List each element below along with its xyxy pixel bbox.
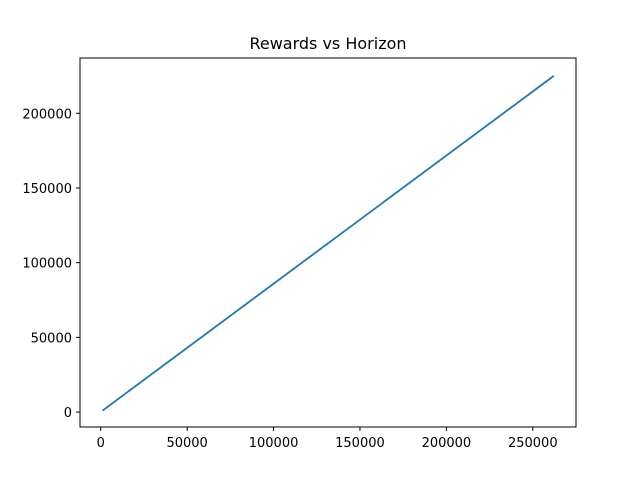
y-tick-label: 50000 <box>31 331 72 346</box>
y-tick-label: 200000 <box>22 107 72 122</box>
x-tick-label: 150000 <box>335 436 385 451</box>
x-tick-label: 100000 <box>249 436 299 451</box>
series-layer <box>101 75 555 412</box>
y-axis: 0 50000 100000 150000 200000 <box>22 107 80 421</box>
y-tick-label: 0 <box>64 406 72 421</box>
x-axis: 0 50000 100000 150000 200000 250000 <box>97 427 558 451</box>
y-tick-label: 150000 <box>22 182 72 197</box>
series-line <box>101 75 555 412</box>
plot-frame <box>79 57 577 428</box>
y-tick-label: 100000 <box>22 257 72 272</box>
x-tick-label: 250000 <box>508 436 558 451</box>
x-tick-label: 50000 <box>166 436 207 451</box>
x-tick-label: 200000 <box>422 436 472 451</box>
chart-title: Rewards vs Horizon <box>249 34 406 53</box>
x-tick-label: 0 <box>97 436 105 451</box>
